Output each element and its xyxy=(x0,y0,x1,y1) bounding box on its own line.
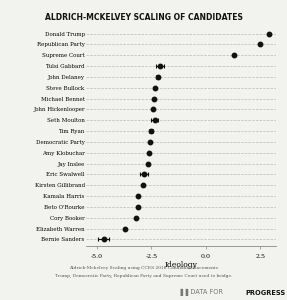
Text: ▐▐ DATA FOR: ▐▐ DATA FOR xyxy=(178,289,225,296)
Text: ALDRICH-MCKELVEY SCALING OF CANDIDATES: ALDRICH-MCKELVEY SCALING OF CANDIDATES xyxy=(44,14,243,22)
Text: Aldrich-Mckelvey Scaling using CCES 2018 Candidate Placements: Aldrich-Mckelvey Scaling using CCES 2018… xyxy=(69,266,218,269)
X-axis label: Ideology: Ideology xyxy=(164,261,197,269)
Text: PROGRESS: PROGRESS xyxy=(245,290,286,296)
Text: Trump, Democratic Party, Republican Party and Supreme Court used to bridge.: Trump, Democratic Party, Republican Part… xyxy=(55,274,232,278)
